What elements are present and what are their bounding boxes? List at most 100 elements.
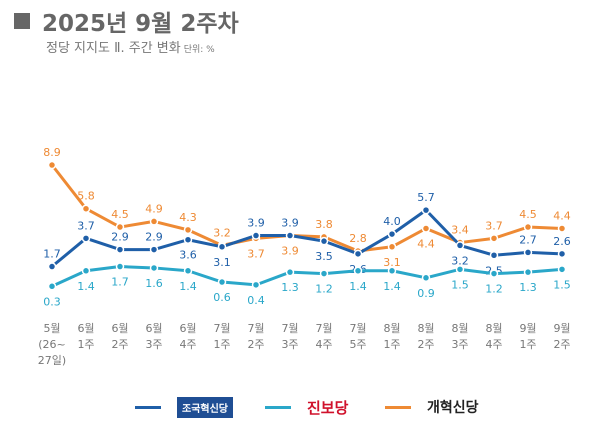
data-label: 0.4 (247, 294, 265, 307)
data-label: 4.4 (417, 237, 435, 250)
x-tick-label: 2주 (417, 338, 434, 351)
data-label: 5.8 (77, 190, 95, 203)
data-label: 1.4 (179, 280, 197, 293)
x-tick-label: 9월 (519, 322, 536, 335)
data-point (421, 224, 431, 233)
data-label: 1.6 (145, 277, 163, 290)
x-tick-label: 6월 (145, 322, 162, 335)
data-label: 3.1 (383, 256, 401, 269)
x-tick-label: 6월 (77, 322, 94, 335)
title-text: 2025년 9월 2주차 (42, 11, 239, 37)
data-label: 3.7 (485, 219, 503, 232)
data-label: 3.7 (77, 219, 95, 232)
data-point (387, 266, 397, 276)
x-tick-label: 2주 (247, 338, 264, 351)
data-point (217, 242, 227, 252)
data-label: 3.8 (315, 218, 333, 231)
data-label: 3.1 (213, 256, 231, 269)
x-tick-label: 5주 (349, 338, 366, 351)
data-point (47, 282, 57, 291)
data-point (523, 267, 533, 277)
data-point (557, 249, 567, 259)
data-label: 3.9 (281, 245, 299, 258)
data-point (455, 265, 465, 274)
data-point (183, 266, 193, 276)
title-square-icon (14, 13, 30, 29)
x-tick-label: 1주 (213, 338, 230, 351)
data-point (489, 234, 499, 243)
data-label: 1.4 (383, 280, 401, 293)
data-point (183, 225, 193, 235)
data-point (489, 269, 499, 278)
data-point (47, 262, 57, 271)
data-label: 3.2 (213, 226, 231, 239)
data-point (421, 205, 431, 215)
data-point (455, 241, 465, 250)
data-point (421, 273, 431, 283)
x-tick-label: 27일) (38, 353, 66, 367)
data-label: 3.4 (451, 224, 469, 237)
data-label: 1.3 (519, 281, 537, 294)
x-tick-label: 9월 (553, 322, 570, 335)
data-label: 1.4 (349, 280, 367, 293)
unit-label: 단위: % (183, 45, 215, 55)
data-label: 3.2 (451, 254, 469, 267)
data-point (319, 269, 329, 278)
data-label: 1.7 (43, 248, 61, 261)
data-label: 1.7 (111, 276, 129, 289)
series-line-진보당 (51, 265, 563, 288)
x-tick-label: 8월 (485, 322, 502, 335)
series-line-개혁신당 (50, 164, 563, 253)
data-label: 2.7 (519, 233, 537, 246)
data-point (183, 235, 193, 244)
data-label: 3.5 (315, 250, 333, 263)
legend-line (385, 405, 411, 409)
x-tick-label: 4주 (179, 338, 196, 351)
legend-item-개혁신당: 개혁신당 (385, 397, 479, 417)
x-tick-label: 1주 (383, 338, 400, 351)
x-tick-label: 8월 (417, 322, 434, 335)
data-label: 1.2 (485, 283, 503, 296)
data-point (149, 263, 159, 273)
data-label: 4.9 (145, 202, 163, 215)
x-tick-label: 7월 (349, 322, 366, 335)
data-label: 0.9 (417, 287, 435, 300)
legend-item-진보당: 진보당 (265, 397, 348, 418)
data-label: 2.9 (111, 231, 129, 244)
data-label: 4.3 (179, 211, 197, 224)
data-label: 1.5 (451, 278, 469, 291)
data-label: 1.4 (77, 280, 95, 293)
legend-line (135, 406, 161, 409)
x-tick-label: 6월 (111, 322, 128, 335)
data-point (115, 222, 125, 232)
data-label: 3.6 (179, 249, 197, 262)
data-label: 5.7 (417, 191, 435, 204)
data-point (81, 204, 91, 213)
x-tick-label: 8월 (383, 322, 400, 335)
data-point (557, 224, 567, 233)
data-label: 3.9 (247, 217, 265, 230)
legend-line (265, 406, 291, 409)
data-point (149, 245, 159, 254)
x-tick-label: 7월 (281, 322, 298, 335)
data-point (251, 231, 261, 240)
x-tick-label: 1주 (519, 338, 536, 351)
data-point (251, 280, 261, 290)
data-point (285, 231, 295, 240)
data-label: 4.4 (553, 209, 571, 222)
data-point (217, 277, 227, 287)
data-label: 0.6 (213, 291, 231, 304)
legend-label: 조국혁신당 (177, 397, 233, 418)
x-tick-label: 1주 (77, 338, 94, 351)
x-tick-label: 7월 (247, 322, 264, 335)
x-tick-label: 8월 (451, 322, 468, 335)
x-tick-label: 7월 (213, 322, 230, 335)
x-tick-label: 3주 (451, 338, 468, 351)
data-label: 2.6 (553, 235, 571, 248)
x-tick-label: 4주 (485, 338, 502, 351)
x-tick-label: 7월 (315, 322, 332, 335)
data-point (81, 234, 91, 243)
data-point (81, 266, 91, 276)
data-point (115, 262, 125, 271)
